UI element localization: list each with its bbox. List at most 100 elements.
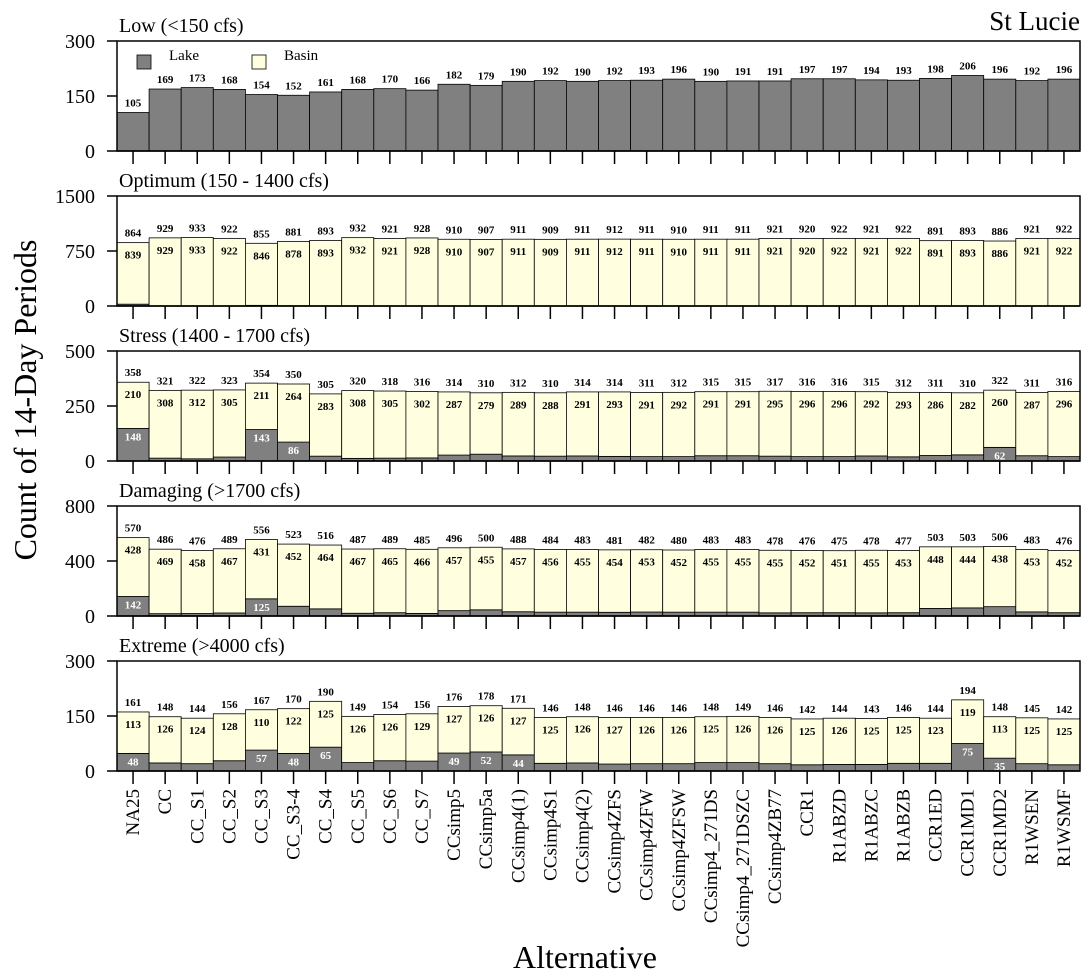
total-label: 179 bbox=[478, 70, 495, 82]
bar-segment bbox=[854, 238, 888, 307]
value-label: 127 bbox=[510, 715, 527, 727]
bar-segment bbox=[598, 717, 631, 765]
value-label: 126 bbox=[382, 722, 399, 734]
value-label: 142 bbox=[125, 599, 142, 611]
bar-segment bbox=[694, 455, 728, 462]
total-label: 161 bbox=[317, 77, 334, 89]
total-label: 193 bbox=[638, 65, 655, 77]
total-label: 192 bbox=[542, 66, 559, 78]
value-label: 291 bbox=[735, 399, 752, 411]
bar-segment bbox=[983, 606, 1017, 617]
value-label: 57 bbox=[256, 753, 268, 765]
bar-segment bbox=[469, 546, 503, 611]
value-label: 911 bbox=[703, 246, 719, 258]
bar-segment bbox=[726, 238, 760, 307]
total-label: 105 bbox=[125, 98, 142, 110]
value-label: 210 bbox=[125, 389, 142, 401]
bar-segment bbox=[951, 75, 985, 152]
value-label: 846 bbox=[253, 250, 270, 262]
total-label: 911 bbox=[510, 224, 526, 236]
total-label: 483 bbox=[735, 535, 752, 547]
bar-segment bbox=[373, 548, 407, 614]
total-label: 305 bbox=[317, 379, 334, 391]
value-label: 457 bbox=[510, 556, 527, 568]
bar-segment bbox=[758, 549, 792, 614]
value-label: 922 bbox=[895, 245, 912, 257]
x-tick-label: CC bbox=[155, 789, 176, 814]
value-label: 65 bbox=[320, 750, 332, 762]
bar-segment bbox=[854, 79, 888, 152]
bar-segment bbox=[501, 80, 535, 152]
value-label: 891 bbox=[927, 248, 944, 260]
value-label: 455 bbox=[478, 554, 495, 566]
value-label: 932 bbox=[350, 245, 367, 257]
total-label: 166 bbox=[414, 75, 431, 87]
bar-segment bbox=[341, 548, 375, 614]
total-label: 476 bbox=[1056, 536, 1073, 548]
total-label: 146 bbox=[895, 702, 912, 714]
value-label: 287 bbox=[446, 399, 463, 411]
bar-segment bbox=[887, 550, 920, 614]
value-label: 126 bbox=[767, 724, 784, 736]
bar-segment bbox=[180, 550, 214, 614]
value-label: 911 bbox=[574, 246, 590, 258]
x-tick-label: R1ABZB bbox=[893, 789, 914, 862]
value-label: 455 bbox=[574, 557, 591, 569]
value-label: 467 bbox=[350, 556, 367, 568]
total-label: 316 bbox=[1056, 376, 1073, 388]
total-label: 570 bbox=[125, 523, 142, 535]
total-label: 194 bbox=[959, 685, 976, 697]
total-label: 893 bbox=[317, 226, 334, 238]
bar-segment bbox=[148, 548, 182, 615]
x-axis-label: Alternative bbox=[513, 939, 657, 973]
total-label: 156 bbox=[221, 699, 238, 711]
bar-segment bbox=[887, 79, 920, 152]
total-label: 315 bbox=[863, 377, 880, 389]
total-label: 922 bbox=[831, 223, 848, 235]
total-label: 197 bbox=[831, 64, 848, 76]
total-label: 316 bbox=[414, 376, 431, 388]
bar-segment bbox=[630, 79, 664, 152]
total-label: 315 bbox=[735, 377, 752, 389]
total-label: 149 bbox=[735, 701, 752, 713]
value-label: 125 bbox=[542, 724, 559, 736]
total-label: 922 bbox=[1056, 223, 1073, 235]
value-label: 291 bbox=[574, 399, 591, 411]
value-label: 431 bbox=[253, 547, 270, 559]
bar-segment bbox=[919, 455, 952, 462]
bar-segment bbox=[919, 546, 952, 609]
x-tick-label: R1WSMF bbox=[1054, 789, 1075, 867]
value-label: 292 bbox=[863, 399, 880, 411]
legend-swatch bbox=[251, 54, 267, 70]
total-label: 911 bbox=[639, 224, 655, 236]
value-label: 148 bbox=[125, 431, 142, 443]
total-label: 144 bbox=[189, 703, 206, 715]
total-label: 196 bbox=[1056, 64, 1073, 76]
y-tick-label: 750 bbox=[65, 241, 95, 263]
total-label: 170 bbox=[382, 74, 399, 86]
total-label: 146 bbox=[767, 702, 784, 714]
total-label: 149 bbox=[350, 701, 367, 713]
total-label: 929 bbox=[157, 223, 174, 235]
total-label: 192 bbox=[1024, 66, 1041, 78]
x-tick-label: NA25 bbox=[123, 789, 144, 835]
value-label: 922 bbox=[221, 245, 238, 257]
value-label: 921 bbox=[1024, 245, 1041, 257]
total-label: 161 bbox=[125, 697, 142, 709]
total-label: 483 bbox=[1024, 535, 1041, 547]
bar-segment bbox=[854, 764, 888, 772]
bar-segment bbox=[277, 240, 310, 307]
value-label: 125 bbox=[1056, 726, 1073, 738]
bar-segment bbox=[277, 543, 310, 607]
y-tick-label: 300 bbox=[65, 651, 95, 673]
bar-segment bbox=[501, 455, 535, 462]
bar-segment bbox=[244, 382, 278, 430]
total-label: 146 bbox=[542, 702, 559, 714]
panel-title: Low (<150 cfs) bbox=[119, 15, 244, 37]
bar-segment bbox=[694, 549, 728, 613]
value-label: 295 bbox=[767, 398, 784, 410]
bar-segment bbox=[116, 537, 150, 597]
x-tick-label: CCR1MD1 bbox=[958, 789, 979, 877]
bar-segment bbox=[1047, 78, 1081, 152]
total-label: 323 bbox=[221, 375, 238, 387]
